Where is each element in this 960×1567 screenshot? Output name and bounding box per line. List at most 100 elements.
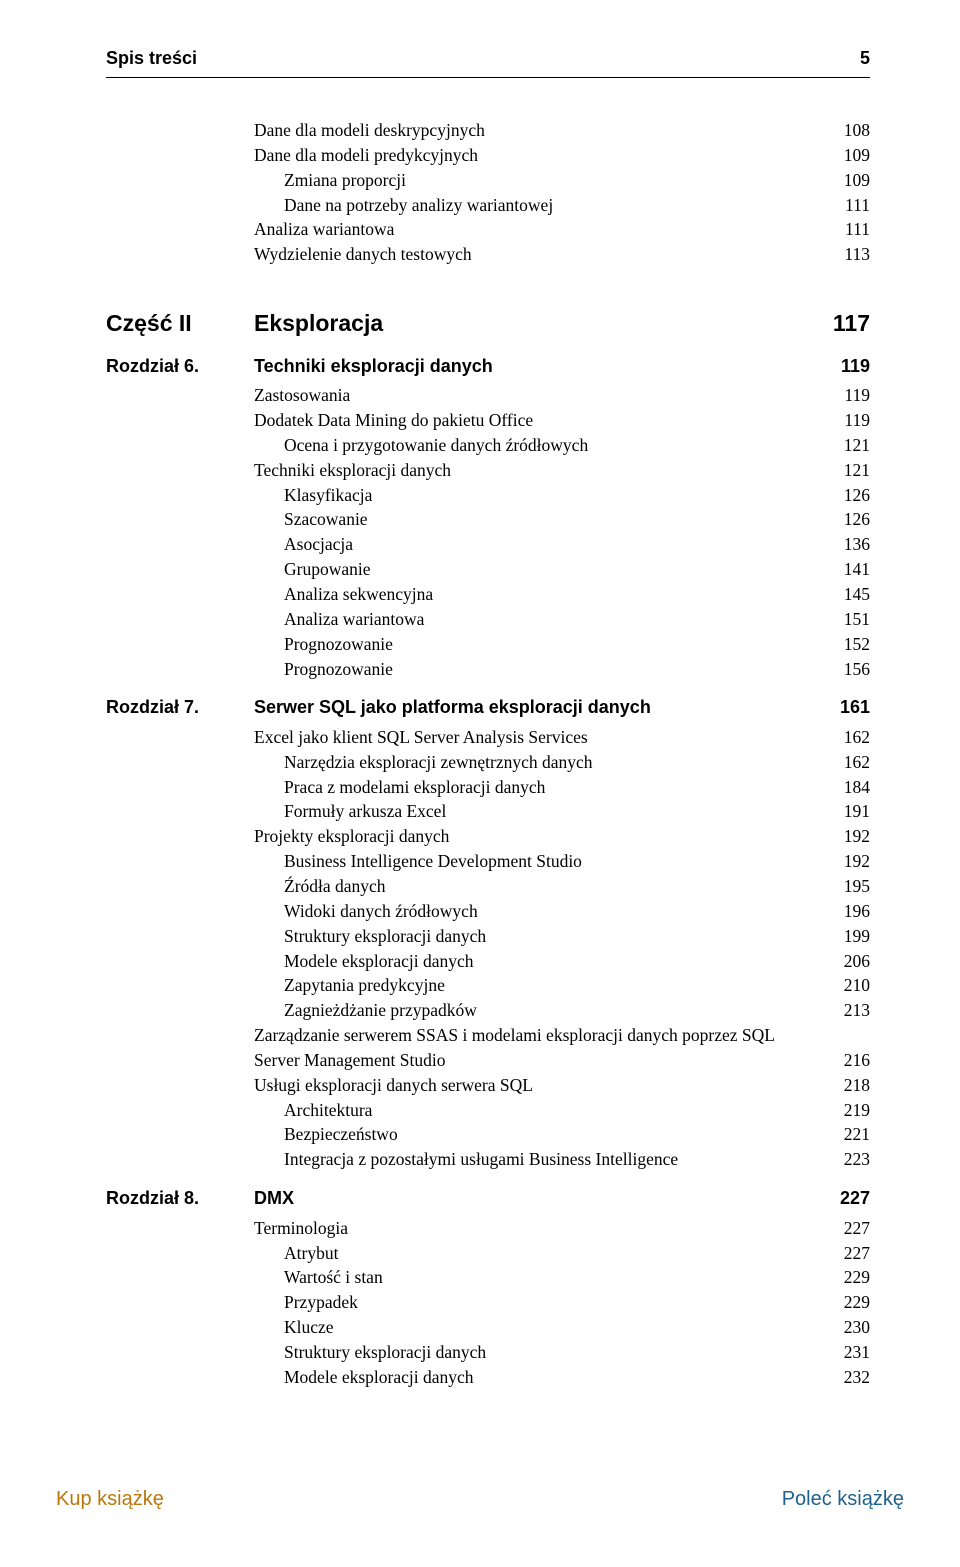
toc-label: Atrybut — [284, 1241, 338, 1266]
toc-page: 162 — [844, 725, 870, 750]
toc-entry: Zmiana proporcji 109 — [106, 168, 870, 193]
toc-page: 109 — [844, 143, 870, 168]
toc-page: 219 — [844, 1098, 870, 1123]
toc-page: 151 — [844, 607, 870, 632]
toc-page: 196 — [844, 899, 870, 924]
toc-chapter: Rozdział 6.Techniki eksploracji danych 1… — [106, 354, 870, 380]
toc-entry: Dane dla modeli deskrypcyjnych 108 — [106, 118, 870, 143]
toc-entry: Modele eksploracji danych 232 — [106, 1365, 870, 1390]
toc-label: Modele eksploracji danych — [284, 1365, 474, 1390]
toc-label: Wydzielenie danych testowych — [254, 242, 472, 267]
toc-label: Zmiana proporcji — [284, 168, 406, 193]
toc-label: Zarządzanie serwerem SSAS i modelami eks… — [254, 1023, 775, 1048]
toc-page: 229 — [844, 1265, 870, 1290]
toc-page: 221 — [844, 1122, 870, 1147]
toc-label: Struktury eksploracji danych — [284, 924, 486, 949]
toc-entry: Prognozowanie 156 — [106, 657, 870, 682]
toc-page: 161 — [840, 695, 870, 721]
toc-label: Formuły arkusza Excel — [284, 799, 446, 824]
toc-entry: Praca z modelami eksploracji danych 184 — [106, 775, 870, 800]
toc-page: 218 — [844, 1073, 870, 1098]
toc-entry: Zagnieżdżanie przypadków 213 — [106, 998, 870, 1023]
toc-page: 119 — [844, 383, 870, 408]
toc-label: Widoki danych źródłowych — [284, 899, 478, 924]
toc-label: Dodatek Data Mining do pakietu Office — [254, 408, 533, 433]
toc-page: 119 — [841, 354, 870, 380]
toc-entry: Analiza sekwencyjna 145 — [106, 582, 870, 607]
toc-label: Dane dla modeli deskrypcyjnych — [254, 118, 485, 143]
toc-label: Server Management Studio — [254, 1048, 445, 1073]
toc-chapter: Rozdział 8.DMX 227 — [106, 1186, 870, 1212]
toc-label: Excel jako klient SQL Server Analysis Se… — [254, 725, 588, 750]
toc-entry: Zarządzanie serwerem SSAS i modelami eks… — [106, 1023, 870, 1048]
toc-label: Analiza sekwencyjna — [284, 582, 433, 607]
toc-entry: Zastosowania 119 — [106, 383, 870, 408]
toc-label: Serwer SQL jako platforma eksploracji da… — [254, 695, 651, 721]
toc-entry: Projekty eksploracji danych 192 — [106, 824, 870, 849]
toc-entry: Dane na potrzeby analizy wariantowej 111 — [106, 193, 870, 218]
toc-page: 199 — [844, 924, 870, 949]
toc-entry: Prognozowanie 152 — [106, 632, 870, 657]
toc-label: Eksploracja — [254, 307, 383, 340]
toc-label: Zagnieżdżanie przypadków — [284, 998, 477, 1023]
toc-label: Techniki eksploracji danych — [254, 354, 493, 380]
toc-entry: Terminologia 227 — [106, 1216, 870, 1241]
toc-label: Praca z modelami eksploracji danych — [284, 775, 545, 800]
toc-label: Modele eksploracji danych — [284, 949, 474, 974]
toc-entry: Szacowanie 126 — [106, 507, 870, 532]
toc-label: Grupowanie — [284, 557, 371, 582]
toc-page: 206 — [844, 949, 870, 974]
toc-entry: Grupowanie 141 — [106, 557, 870, 582]
toc-page: 195 — [844, 874, 870, 899]
toc-entry: Bezpieczeństwo 221 — [106, 1122, 870, 1147]
toc-label: Integracja z pozostałymi usługami Busine… — [284, 1147, 678, 1172]
toc-entry: Atrybut 227 — [106, 1241, 870, 1266]
toc-entry: Dodatek Data Mining do pakietu Office 11… — [106, 408, 870, 433]
toc-label: DMX — [254, 1186, 294, 1212]
toc-label: Klasyfikacja — [284, 483, 372, 508]
toc-label: Prognozowanie — [284, 632, 393, 657]
toc-label: Zastosowania — [254, 383, 350, 408]
header-page-number: 5 — [860, 48, 870, 69]
toc-entry: Analiza wariantowa 111 — [106, 217, 870, 242]
toc-page: 113 — [844, 242, 870, 267]
toc-page: 229 — [844, 1290, 870, 1315]
toc-entry: Techniki eksploracji danych 121 — [106, 458, 870, 483]
toc-label: Analiza wariantowa — [284, 607, 424, 632]
toc-entry: Asocjacja 136 — [106, 532, 870, 557]
toc-page: 117 — [833, 307, 870, 340]
toc-page: 162 — [844, 750, 870, 775]
toc-page: 223 — [844, 1147, 870, 1172]
toc-entry: Struktury eksploracji danych 199 — [106, 924, 870, 949]
toc-entry: Wydzielenie danych testowych 113 — [106, 242, 870, 267]
toc-page: 121 — [844, 458, 870, 483]
toc-entry: Server Management Studio 216 — [106, 1048, 870, 1073]
toc-label: Narzędzia eksploracji zewnętrznych danyc… — [284, 750, 593, 775]
toc-left-label: Rozdział 8. — [106, 1186, 254, 1212]
toc-page: 184 — [844, 775, 870, 800]
toc-entry: Architektura 219 — [106, 1098, 870, 1123]
toc-page: 111 — [845, 217, 870, 242]
toc-page: 108 — [844, 118, 870, 143]
toc-page: 210 — [844, 973, 870, 998]
toc-page: 232 — [844, 1365, 870, 1390]
toc-label: Zapytania predykcyjne — [284, 973, 445, 998]
toc-label: Business Intelligence Development Studio — [284, 849, 582, 874]
toc-page: 192 — [844, 849, 870, 874]
toc-label: Wartość i stan — [284, 1265, 383, 1290]
toc-part: Część IIEksploracja 117 — [106, 307, 870, 340]
toc-entry: Analiza wariantowa 151 — [106, 607, 870, 632]
footer-link-buy[interactable]: Kup książkę — [56, 1488, 164, 1511]
footer-link-recommend[interactable]: Poleć książkę — [782, 1488, 904, 1511]
toc-page: 230 — [844, 1315, 870, 1340]
toc-page: 126 — [844, 483, 870, 508]
toc-label: Przypadek — [284, 1290, 358, 1315]
page-header: Spis treści 5 — [106, 48, 870, 69]
toc-entry: Integracja z pozostałymi usługami Busine… — [106, 1147, 870, 1172]
toc-page: 227 — [840, 1186, 870, 1212]
toc-entry: Dane dla modeli predykcyjnych 109 — [106, 143, 870, 168]
toc-left-label: Rozdział 6. — [106, 354, 254, 380]
toc-entry: Struktury eksploracji danych 231 — [106, 1340, 870, 1365]
toc-page: 126 — [844, 507, 870, 532]
toc-label: Ocena i przygotowanie danych źródłowych — [284, 433, 588, 458]
